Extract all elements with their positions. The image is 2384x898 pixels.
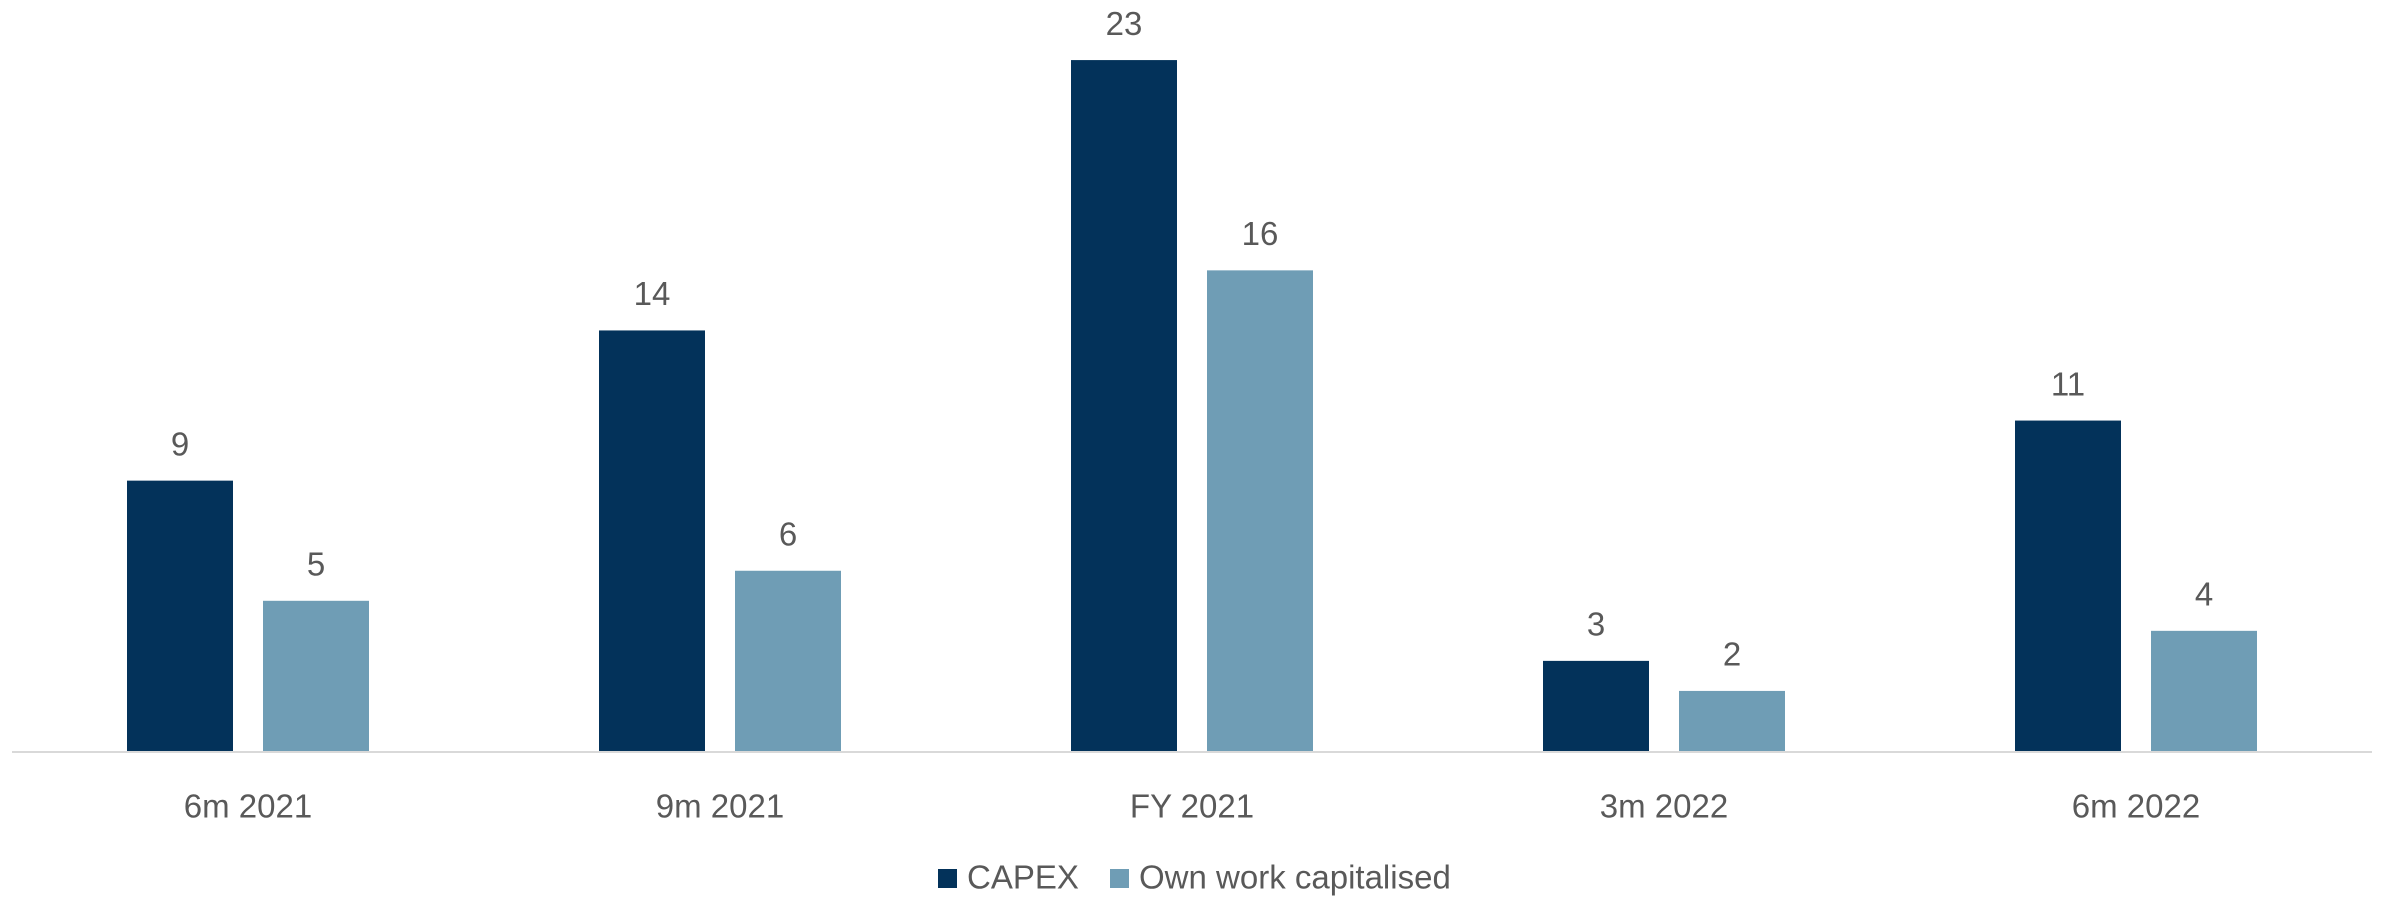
legend-label: CAPEX	[967, 859, 1079, 896]
data-label: 14	[634, 275, 671, 312]
data-label: 23	[1106, 5, 1143, 42]
bar	[1207, 270, 1313, 751]
data-label: 6	[779, 515, 797, 552]
data-label: 16	[1242, 215, 1279, 252]
data-label: 3	[1587, 606, 1605, 643]
data-label: 4	[2195, 576, 2213, 613]
x-tick-label: 3m 2022	[1600, 788, 1728, 825]
data-label: 2	[1723, 636, 1741, 673]
x-tick-label: 9m 2021	[656, 788, 784, 825]
legend-label: Own work capitalised	[1139, 859, 1451, 896]
bar	[1543, 660, 1649, 751]
data-label: 9	[171, 425, 189, 462]
x-tick-label: 6m 2021	[184, 788, 312, 825]
data-label: 5	[307, 546, 325, 583]
x-tick-label: FY 2021	[1130, 788, 1254, 825]
x-tick-label: 6m 2022	[2072, 788, 2200, 825]
bar	[735, 570, 841, 751]
bar	[127, 480, 233, 751]
legend-swatch	[938, 869, 957, 888]
legend-swatch	[1110, 869, 1129, 888]
data-label: 11	[2051, 365, 2085, 402]
bar	[1679, 690, 1785, 751]
bar	[2015, 420, 2121, 751]
bar	[599, 330, 705, 751]
bar	[263, 600, 369, 751]
bar	[2151, 630, 2257, 751]
bar	[1071, 60, 1177, 751]
